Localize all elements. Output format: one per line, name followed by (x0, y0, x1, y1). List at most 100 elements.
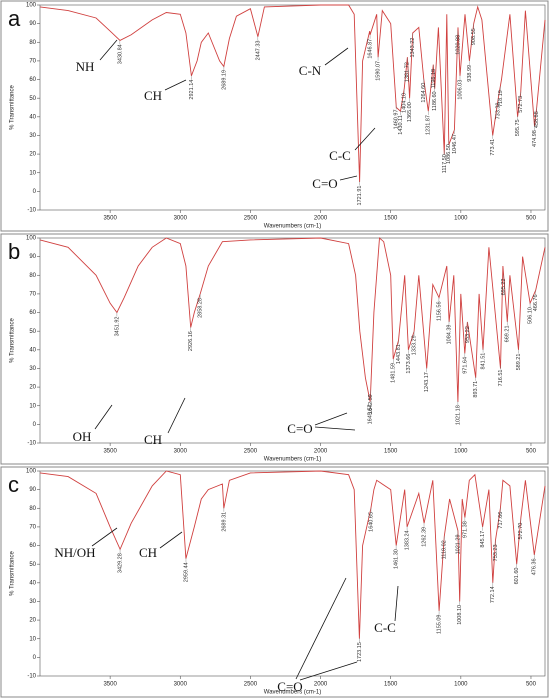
peak-label: 1430.11 (398, 115, 404, 134)
y-tick-label: 20 (29, 152, 36, 158)
plot-area (39, 470, 546, 677)
peak-label: 1645.57 (368, 405, 374, 425)
peak-label: 1086.50 (446, 144, 452, 164)
x-tick-label: 1000 (454, 216, 468, 222)
peak-label: 1021.18 (455, 405, 461, 425)
peak-label: 971.64 (462, 357, 468, 374)
peak-label: 572.73 (518, 96, 524, 113)
x-axis-title: Wavenumbers (cm-1) (264, 457, 321, 463)
group-leader (164, 79, 187, 91)
group-leader (159, 531, 183, 549)
peak-label: 718.19 (498, 90, 504, 107)
peak-label: 971.38 (462, 521, 468, 538)
panel-letter: b (8, 239, 20, 264)
peak-label: 476.36 (532, 558, 538, 575)
y-tick-label: 40 (29, 347, 36, 353)
peak-label: 1343.22 (410, 38, 416, 58)
y-axis-title: % Transmittance (10, 550, 16, 595)
x-tick-label: 3500 (103, 449, 117, 455)
y-tick-label: 60 (29, 543, 36, 549)
peak-label: 589.21 (516, 354, 522, 371)
group-leader (99, 39, 118, 61)
spectrum-line (39, 237, 546, 403)
group-label: C=O (312, 176, 337, 191)
peak-label: 2689.31 (221, 512, 227, 532)
x-tick-label: 2000 (314, 216, 328, 222)
group-label: C=O (287, 421, 312, 436)
peak-label: 1020.88 (455, 35, 461, 55)
peak-label: 1721.91 (357, 186, 363, 206)
peak-label: 1481.59 (391, 363, 397, 383)
x-tick-label: 500 (526, 449, 537, 455)
peak-label: 474.98 (532, 130, 538, 147)
peak-label: 2921.14 (189, 80, 195, 100)
y-tick-label: 0 (33, 189, 37, 195)
peak-label: 1642.59 (368, 394, 374, 414)
x-tick-label: 1500 (384, 682, 398, 688)
x-tick-label: 1000 (454, 682, 468, 688)
peak-label: 953.22 (465, 326, 471, 343)
group-label: CH (139, 545, 157, 560)
peak-label: 601.60 (514, 568, 520, 585)
peak-label: 466.76 (533, 294, 539, 311)
y-tick-label: 30 (29, 366, 36, 372)
group-label: OH (73, 429, 92, 444)
peak-label: 1404.10 (402, 93, 408, 113)
y-tick-label: 80 (29, 506, 36, 512)
peak-label: 2959.44 (183, 562, 189, 582)
group-leader (314, 412, 348, 426)
panel-frame (0, 466, 549, 698)
peak-label: 1262.39 (421, 527, 427, 547)
group-label: C-C (329, 148, 351, 163)
peak-label: 3430.84 (117, 44, 123, 64)
y-tick-label: 60 (29, 77, 36, 83)
y-tick-label: 20 (29, 385, 36, 391)
peak-label: 595.75 (515, 119, 521, 136)
peak-label: 716.51 (498, 370, 504, 387)
x-tick-label: 2500 (244, 449, 258, 455)
peak-label: 1640.65 (368, 512, 374, 532)
y-tick-label: 30 (29, 133, 36, 139)
y-tick-label: 90 (29, 21, 36, 27)
peak-label: 1443.81 (396, 344, 402, 364)
x-tick-label: 3500 (103, 682, 117, 688)
y-axis-title: % Transmittance (10, 317, 16, 362)
y-tick-label: 10 (29, 170, 36, 176)
peak-label: 1460.97 (394, 109, 400, 129)
peak-label: 773.41 (490, 139, 496, 156)
group-label: NH/OH (54, 545, 95, 560)
y-tick-label: 90 (29, 254, 36, 260)
peak-label: 1365.00 (407, 102, 413, 122)
group-leader (314, 426, 356, 431)
group-leader (394, 585, 399, 622)
x-tick-label: 3000 (174, 449, 188, 455)
group-leader (299, 661, 358, 681)
y-tick-label: 70 (29, 291, 36, 297)
peak-label: 841.51 (481, 353, 487, 370)
y-tick-label: 20 (29, 618, 36, 624)
x-tick-label: 2500 (244, 682, 258, 688)
x-tick-label: 3000 (174, 216, 188, 222)
panel-frame (0, 0, 549, 232)
y-tick-label: 100 (26, 469, 37, 475)
y-tick-label: 70 (29, 58, 36, 64)
group-label: C=O (277, 679, 302, 694)
peak-label: 3451.92 (114, 317, 120, 337)
peak-label: 1155.09 (437, 615, 443, 634)
group-leader (295, 577, 347, 680)
x-tick-label: 500 (526, 216, 537, 222)
peak-label: 1461.30 (394, 549, 400, 569)
peak-label: 772.14 (490, 586, 496, 603)
group-leader (324, 47, 349, 66)
plot-area (39, 237, 546, 444)
peak-label: 1590.07 (376, 61, 382, 81)
peak-label: 2858.28 (198, 298, 204, 318)
peak-label: 695.22 (501, 279, 507, 296)
peak-label: 669.21 (505, 325, 511, 342)
peak-label: 1117.50 (442, 154, 448, 173)
panel-letter: c (8, 472, 19, 497)
x-tick-label: 2000 (314, 449, 328, 455)
peak-label: 1196.18 (431, 69, 437, 88)
x-axis-title: Wavenumbers (cm-1) (264, 224, 321, 230)
